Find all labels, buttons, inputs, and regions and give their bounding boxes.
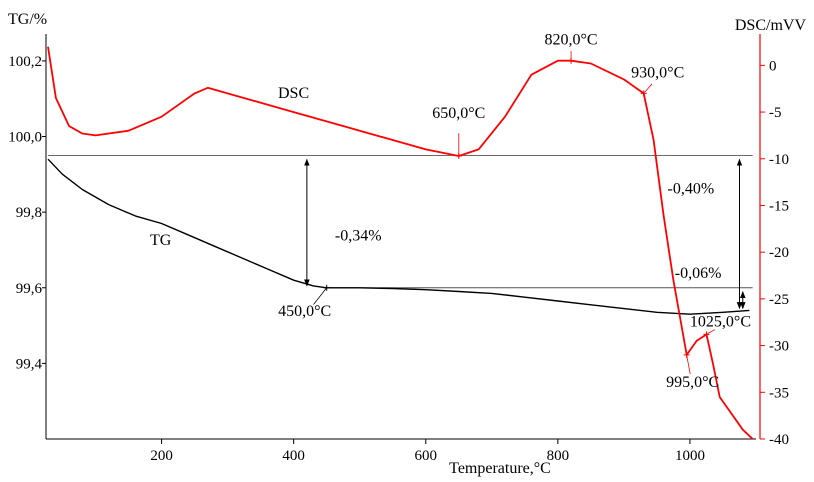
dsc-tick-label: -20 bbox=[769, 245, 789, 261]
dsc-tick-label: -30 bbox=[769, 339, 789, 355]
annotation-leader bbox=[643, 83, 653, 94]
tg-tick-label: 99,6 bbox=[16, 281, 43, 297]
x-tick-label: 600 bbox=[415, 448, 438, 464]
dsc-axis-label: DSC/mVV bbox=[735, 17, 807, 34]
x-tick-label: 800 bbox=[547, 448, 570, 464]
tg-curve bbox=[47, 158, 750, 315]
dsc-tick-label: -35 bbox=[769, 385, 789, 401]
annotation-label: 450,0°C bbox=[278, 303, 331, 320]
annotation-label: 930,0°C bbox=[631, 64, 684, 81]
dsc-tick-label: -5 bbox=[769, 105, 782, 121]
reference-lines bbox=[47, 154, 753, 289]
x-tick-label: 200 bbox=[150, 448, 173, 464]
axes bbox=[45, 34, 761, 440]
annotation-leader bbox=[706, 329, 716, 335]
tg-tick-label: 100,0 bbox=[8, 130, 42, 146]
tg-series-label: TG bbox=[150, 232, 172, 249]
dsc-tick-label: -10 bbox=[769, 152, 789, 168]
annotation-label: 820,0°C bbox=[545, 32, 598, 49]
annotation-label: 1025,0°C bbox=[690, 313, 751, 330]
annotations: 450,0°C 650,0°C 820,0°C 930,0°C 995,0°C 1025,… bbox=[278, 32, 751, 391]
annotation-label: 650,0°C bbox=[432, 105, 485, 122]
mass-change-label: -0,34% bbox=[335, 227, 382, 244]
mass-change-label: -0,40% bbox=[667, 180, 714, 197]
dsc-series-label: DSC bbox=[278, 85, 309, 102]
x-tick-label: 1000 bbox=[675, 448, 705, 464]
tg-axis-label: TG/% bbox=[8, 11, 47, 28]
annotation-leader bbox=[313, 287, 328, 305]
tg-tick-label: 99,4 bbox=[16, 356, 43, 372]
annotation-leader bbox=[686, 354, 691, 375]
x-axis-label: Temperature,°C bbox=[449, 460, 551, 477]
dsc-curve bbox=[47, 46, 754, 440]
x-tick-label: 400 bbox=[282, 448, 305, 464]
dsc-tick-label: -25 bbox=[769, 292, 789, 308]
tg-tick-label: 99,8 bbox=[16, 205, 42, 221]
series-group bbox=[47, 46, 754, 440]
dsc-tick-label: -40 bbox=[769, 432, 789, 448]
mass-change-label: -0,06% bbox=[675, 265, 722, 282]
ticks: 200 400 600 800 1000 99,4 99,6 99,8 100,0 100,2 0 -… bbox=[8, 54, 789, 464]
annotation-label: 995,0°C bbox=[666, 374, 719, 391]
dsc-tick-label: 0 bbox=[769, 58, 777, 74]
tg-tick-label: 100,2 bbox=[8, 54, 42, 70]
dsc-tick-label: -15 bbox=[769, 198, 789, 214]
